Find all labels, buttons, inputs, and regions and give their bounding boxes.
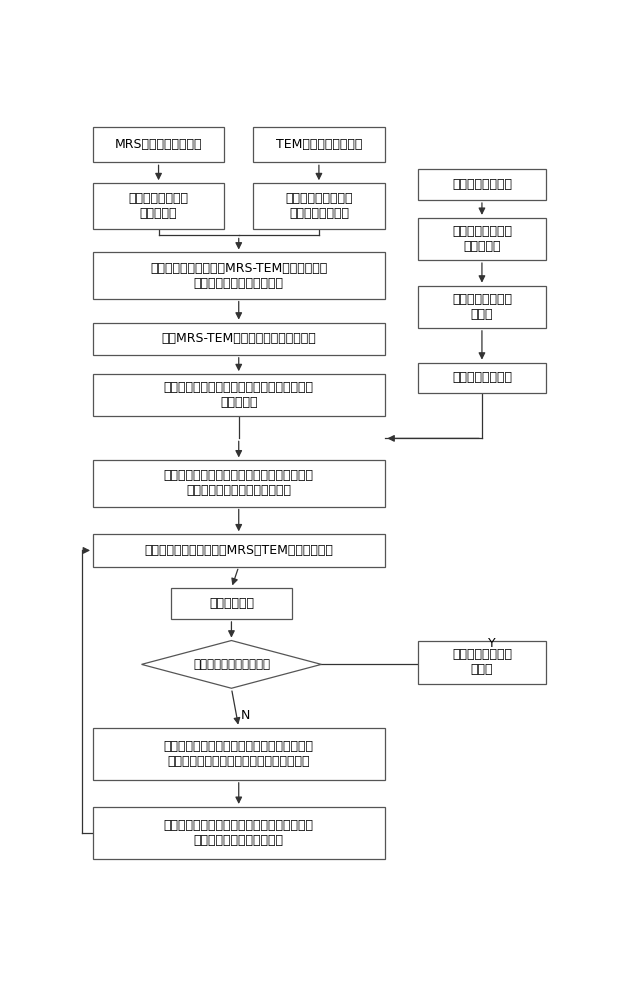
Text: 旋转系数矩阵计算: 旋转系数矩阵计算 (452, 371, 512, 384)
FancyBboxPatch shape (93, 374, 384, 416)
FancyBboxPatch shape (253, 183, 384, 229)
Text: 空间约束矩阵计算，包括先验信息约束矩阵计
算、粗糙度矩阵计算及层厚度约束矩阵计算: 空间约束矩阵计算，包括先验信息约束矩阵计 算、粗糙度矩阵计算及层厚度约束矩阵计算 (164, 740, 314, 768)
FancyBboxPatch shape (418, 641, 546, 684)
FancyBboxPatch shape (93, 252, 384, 299)
FancyBboxPatch shape (418, 169, 546, 200)
FancyBboxPatch shape (418, 363, 546, 393)
Text: 输出反演结果并快
速成像: 输出反演结果并快 速成像 (452, 648, 512, 676)
FancyBboxPatch shape (171, 588, 292, 619)
Text: 坡体倾角和剖面倾
角提取: 坡体倾角和剖面倾 角提取 (452, 293, 512, 321)
FancyBboxPatch shape (93, 460, 384, 507)
Text: 实际地形参数输入: 实际地形参数输入 (452, 178, 512, 191)
Text: TEM野外数据全波采集: TEM野外数据全波采集 (276, 138, 362, 151)
Text: 根据实际地质情况及岩石电性特征确定模型参
数搜索空间: 根据实际地质情况及岩石电性特征确定模型参 数搜索空间 (164, 381, 314, 409)
FancyBboxPatch shape (418, 218, 546, 260)
Text: 数据进行叠加、消
噪等预处理: 数据进行叠加、消 噪等预处理 (129, 192, 189, 220)
Text: 本地测点大地模型抽取，MRS、TEM快速正演计算: 本地测点大地模型抽取，MRS、TEM快速正演计算 (144, 544, 333, 557)
FancyBboxPatch shape (93, 127, 224, 162)
FancyBboxPatch shape (93, 807, 384, 859)
FancyBboxPatch shape (93, 183, 224, 229)
Text: 根据实测数据噪声确定MRS-TEM联合反演权系
数，自适应调整正则化参数: 根据实测数据噪声确定MRS-TEM联合反演权系 数，自适应调整正则化参数 (150, 262, 327, 290)
FancyBboxPatch shape (93, 728, 384, 780)
Text: 数据取样、滤波、奇
异值剔除等预处理: 数据取样、滤波、奇 异值剔除等预处理 (285, 192, 352, 220)
Polygon shape (142, 641, 322, 688)
Text: 获得模型数据: 获得模型数据 (209, 597, 254, 610)
FancyBboxPatch shape (93, 323, 384, 355)
Text: MRS野外数据全波采集: MRS野外数据全波采集 (115, 138, 203, 151)
Text: 数据目标函数＜设定误差: 数据目标函数＜设定误差 (193, 658, 270, 671)
Text: 构建反演迭代方程组，并运用预处理共轭梯度
法解方程，得到新模型参数: 构建反演迭代方程组，并运用预处理共轭梯度 法解方程，得到新模型参数 (164, 819, 314, 847)
Text: 电阻率、层厚度、含水量、弛豫时间参数化、
网格化，构建三维光滑大地模型: 电阻率、层厚度、含水量、弛豫时间参数化、 网格化，构建三维光滑大地模型 (164, 469, 314, 497)
Text: Y: Y (488, 637, 495, 650)
FancyBboxPatch shape (93, 534, 384, 567)
Text: N: N (241, 709, 250, 722)
Text: 测区地磁倾角和地
磁偏角获取: 测区地磁倾角和地 磁偏角获取 (452, 225, 512, 253)
FancyBboxPatch shape (253, 127, 384, 162)
Text: 构建MRS-TEM全数据联合反演目标函数: 构建MRS-TEM全数据联合反演目标函数 (161, 332, 316, 345)
FancyBboxPatch shape (418, 286, 546, 328)
